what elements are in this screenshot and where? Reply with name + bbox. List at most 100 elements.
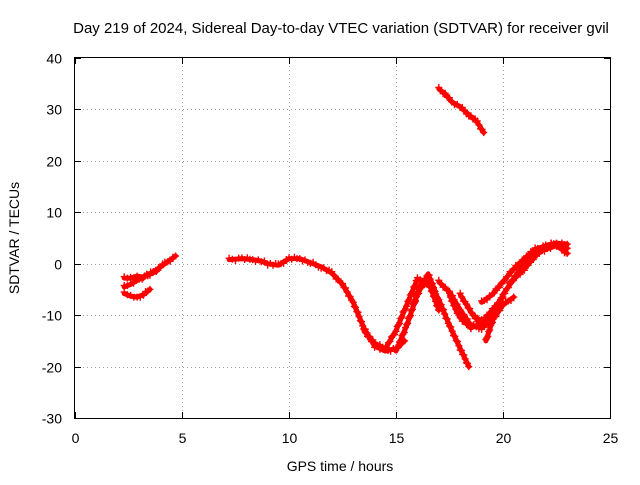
- data-point: [397, 336, 405, 344]
- series-arc-c: [120, 285, 154, 301]
- x-tick-label: 10: [282, 430, 298, 446]
- data-point: [483, 296, 491, 304]
- data-point: [166, 257, 174, 265]
- y-axis-label: SDTVAR / TECUs: [6, 182, 22, 294]
- data-point: [228, 255, 236, 263]
- data-layer: [120, 84, 571, 371]
- x-tick-label: 25: [603, 430, 619, 446]
- y-tick-label: 30: [46, 102, 62, 118]
- data-point: [450, 332, 457, 339]
- data-point: [358, 318, 365, 326]
- data-point: [501, 277, 509, 285]
- data-point: [172, 252, 180, 260]
- data-point: [447, 293, 455, 301]
- data-point: [120, 273, 128, 281]
- data-point: [458, 293, 466, 301]
- data-point: [504, 272, 512, 280]
- data-point: [465, 321, 473, 328]
- data-point: [406, 313, 414, 321]
- data-point: [433, 302, 441, 310]
- data-point: [519, 264, 526, 272]
- series-arc-g: [409, 277, 443, 314]
- data-point: [489, 318, 496, 326]
- x-tick-label: 20: [496, 430, 512, 446]
- data-point: [465, 363, 473, 371]
- data-point: [490, 289, 498, 297]
- data-point: [475, 121, 483, 129]
- data-point: [513, 271, 521, 279]
- data-point: [473, 117, 481, 125]
- data-point: [146, 285, 154, 293]
- data-point: [394, 321, 402, 329]
- data-point: [354, 308, 362, 316]
- data-point: [510, 293, 518, 301]
- data-point: [495, 301, 503, 309]
- series-arc-o: [435, 84, 488, 137]
- data-point: [412, 292, 420, 299]
- data-point: [408, 289, 415, 297]
- data-point: [478, 125, 486, 133]
- data-point: [455, 342, 463, 350]
- data-point: [563, 249, 571, 257]
- data-point: [350, 303, 358, 310]
- data-point: [451, 302, 459, 310]
- chart-title: Day 219 of 2024, Sidereal Day-to-day VTE…: [73, 20, 609, 37]
- data-point: [362, 329, 370, 337]
- data-point: [446, 94, 453, 102]
- data-point: [146, 271, 154, 279]
- data-point: [330, 271, 338, 279]
- data-point: [408, 307, 416, 315]
- data-point: [441, 89, 449, 97]
- data-point: [449, 298, 457, 306]
- data-point: [413, 290, 421, 298]
- data-point: [431, 293, 438, 301]
- data-point: [334, 275, 342, 283]
- data-point: [411, 297, 419, 304]
- x-tick-label: 0: [72, 430, 80, 446]
- data-point: [260, 257, 268, 265]
- data-point: [432, 297, 440, 305]
- data-point: [384, 339, 392, 347]
- data-point: [446, 289, 453, 297]
- data-point: [405, 296, 413, 304]
- data-point: [396, 338, 404, 346]
- data-point: [492, 309, 500, 317]
- data-point: [343, 288, 351, 296]
- data-point: [381, 345, 389, 353]
- data-point: [563, 240, 571, 248]
- data-point: [427, 287, 435, 295]
- y-tick-label: -30: [42, 411, 62, 427]
- data-point: [483, 334, 491, 342]
- data-point: [257, 258, 265, 266]
- y-tick-label: 20: [46, 154, 62, 170]
- data-point: [523, 259, 531, 267]
- series-arc-i: [446, 289, 507, 333]
- data-point: [480, 129, 488, 137]
- data-point: [488, 320, 496, 328]
- data-point: [457, 346, 465, 354]
- data-point: [152, 267, 160, 275]
- data-point: [391, 331, 398, 338]
- data-point: [280, 259, 288, 267]
- data-point: [404, 297, 412, 305]
- data-point: [455, 310, 463, 318]
- data-point: [429, 292, 437, 300]
- data-point: [403, 321, 411, 329]
- data-point: [399, 330, 407, 338]
- y-tick-label: -10: [42, 308, 62, 324]
- y-tick-label: 10: [46, 205, 62, 221]
- data-point: [460, 351, 468, 359]
- data-point: [464, 359, 471, 367]
- data-point: [349, 298, 357, 306]
- data-point: [447, 323, 455, 331]
- data-point: [383, 343, 391, 351]
- data-point: [426, 275, 434, 283]
- plot-frame: [74, 57, 611, 419]
- data-point: [425, 271, 433, 279]
- y-tick-label: 0: [54, 257, 62, 273]
- data-point: [509, 277, 517, 284]
- data-point: [490, 310, 498, 318]
- data-point: [403, 302, 411, 310]
- data-point: [394, 343, 402, 351]
